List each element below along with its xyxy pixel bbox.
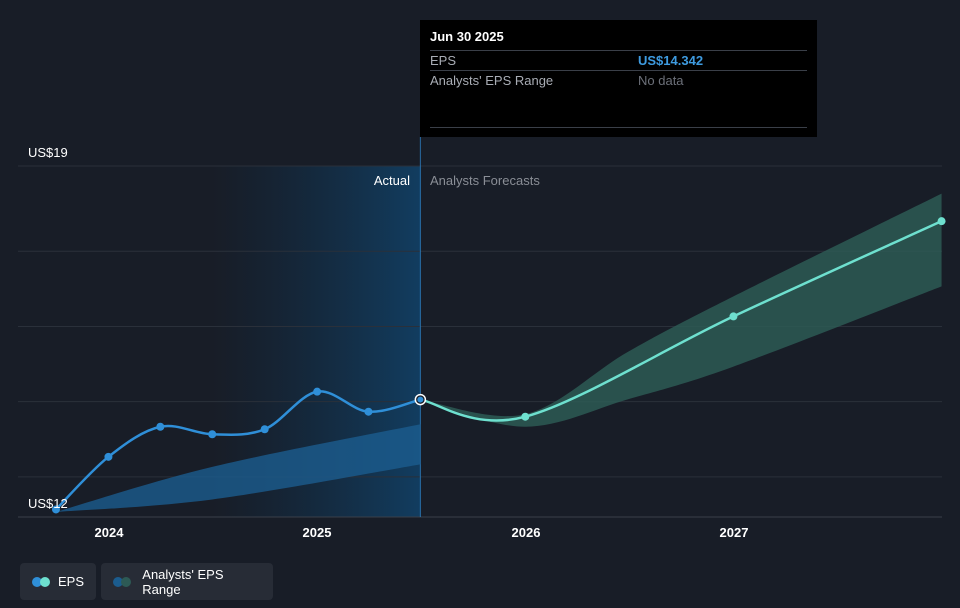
legend-eps[interactable]: EPS xyxy=(20,563,96,600)
y-tick-label-bottom: US$12 xyxy=(28,496,68,511)
eps-legend-icon xyxy=(32,576,50,587)
forecast-label: Analysts Forecasts xyxy=(430,173,540,188)
legend-range-label: Analysts' EPS Range xyxy=(142,566,224,597)
eps-point-forecast-1 xyxy=(521,412,530,421)
eps-point-actual-2 xyxy=(156,422,165,431)
range-legend-icon xyxy=(113,576,132,587)
eps-point-actual-4 xyxy=(260,425,269,434)
x-tick-label-2026: 2026 xyxy=(511,525,541,540)
eps-line-forecast xyxy=(420,220,943,422)
tooltip: Jun 30 2025 EPS US$14.342 Analysts' EPS … xyxy=(420,20,817,137)
legend-eps-label: EPS xyxy=(57,574,84,589)
legend-eps-range[interactable]: Analysts' EPS Range xyxy=(101,563,273,600)
x-tick-label-2025: 2025 xyxy=(302,525,332,540)
eps-point-actual-3 xyxy=(208,430,217,439)
tooltip-eps-label: EPS xyxy=(430,53,457,68)
eps-point-actual-6 xyxy=(364,407,373,416)
eps-point-current-core xyxy=(417,396,424,403)
eps-point-forecast-3 xyxy=(937,217,946,226)
tooltip-range-value: No data xyxy=(638,73,684,88)
tooltip-row-range: Analysts' EPS Range No data xyxy=(430,70,807,90)
eps-point-actual-5 xyxy=(313,387,322,396)
eps-range-band-actual xyxy=(55,424,421,512)
eps-point-actual-0 xyxy=(51,505,60,514)
actual-label: Actual xyxy=(373,173,410,188)
tooltip-date: Jun 30 2025 xyxy=(430,29,504,44)
tooltip-divider xyxy=(430,127,807,128)
eps-range-band-forecast xyxy=(420,193,942,427)
x-tick-label-2024: 2024 xyxy=(94,525,124,540)
x-tick-label-2027: 2027 xyxy=(719,525,749,540)
tooltip-eps-value: US$14.342 xyxy=(638,53,704,68)
tooltip-row-eps: EPS US$14.342 xyxy=(430,50,807,70)
y-tick-label-top: US$19 xyxy=(28,145,68,160)
eps-point-actual-1 xyxy=(104,452,113,461)
eps-point-forecast-2 xyxy=(729,312,738,321)
tooltip-range-label: Analysts' EPS Range xyxy=(430,73,554,88)
